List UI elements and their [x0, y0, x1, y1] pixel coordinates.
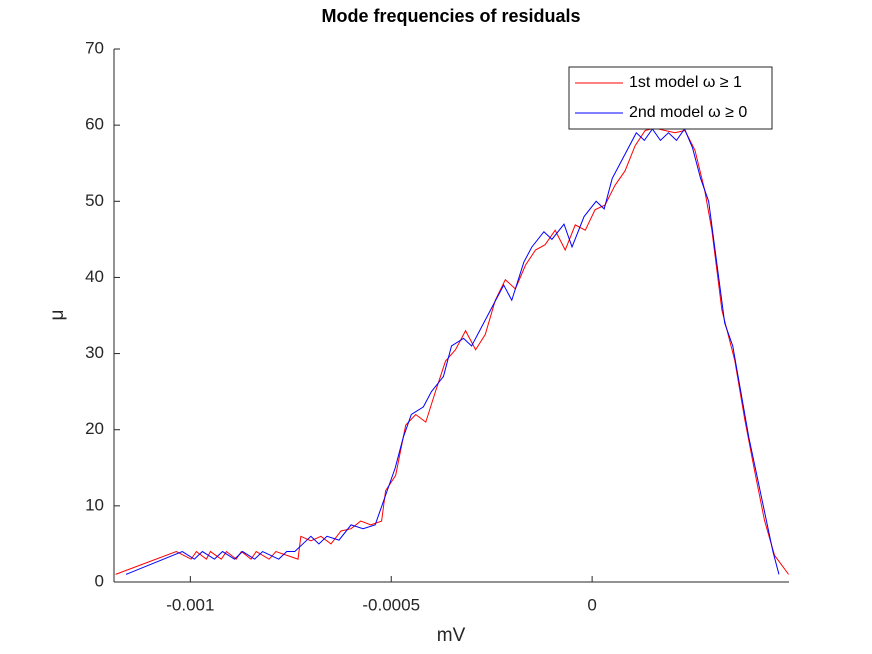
data-line — [115, 127, 790, 575]
y-tick-label: 0 — [95, 571, 104, 590]
y-tick-label: 70 — [85, 38, 104, 57]
x-tick-label: -0.001 — [166, 595, 214, 614]
y-tick-label: 50 — [85, 191, 104, 210]
y-tick-label: 20 — [85, 419, 104, 438]
y-tick-label: 40 — [85, 267, 104, 286]
y-tick-label: 60 — [85, 115, 104, 134]
x-tick-label: 0 — [587, 595, 596, 614]
legend-box — [568, 66, 773, 130]
chart-title: Mode frequencies of residuals — [321, 6, 580, 26]
data-line — [125, 127, 780, 575]
legend-label: 1st model ω ≥ 1 — [629, 74, 742, 91]
legend-label: 2nd model ω ≥ 0 — [629, 104, 747, 121]
x-axis-label: mV — [437, 625, 466, 646]
y-tick-label: 30 — [85, 343, 104, 362]
y-tick-label: 10 — [85, 495, 104, 514]
y-axis-label: μ — [47, 310, 68, 321]
x-tick-label: -0.0005 — [362, 595, 420, 614]
